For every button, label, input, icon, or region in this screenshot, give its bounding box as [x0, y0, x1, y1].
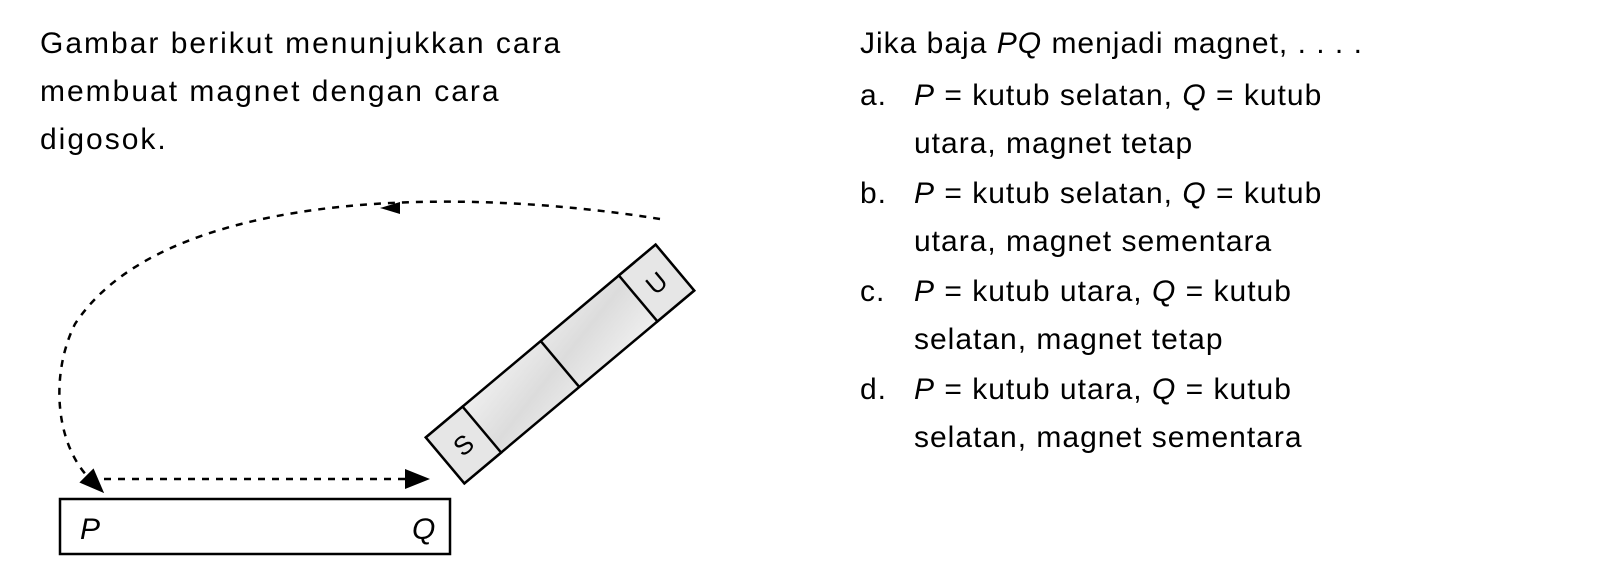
options-list: a. P = kutub selatan, Q = kutubutara, ma… — [860, 72, 1562, 462]
option-text: P = kutub selatan, Q = kutubutara, magne… — [914, 170, 1562, 266]
right-column: Jika baja PQ menjadi magnet, . . . . a. … — [860, 20, 1562, 564]
intro-text: Gambar berikut menunjukkan cara membuat … — [40, 20, 820, 164]
option-text: P = kutub selatan, Q = kutubutara, magne… — [914, 72, 1562, 168]
option-c: c. P = kutub utara, Q = kutubselatan, ma… — [860, 268, 1562, 364]
option-a: a. P = kutub selatan, Q = kutubutara, ma… — [860, 72, 1562, 168]
bar-label-q: Q — [412, 513, 435, 546]
stem-pre: Jika baja — [860, 27, 997, 60]
option-text: P = kutub utara, Q = kutubselatan, magne… — [914, 268, 1562, 364]
bar-magnet: S U — [426, 245, 694, 484]
question-container: Gambar berikut menunjukkan cara membuat … — [40, 20, 1562, 564]
steel-bar — [60, 499, 450, 554]
option-b: b. P = kutub selatan, Q = kutubutara, ma… — [860, 170, 1562, 266]
option-letter: d. — [860, 366, 914, 462]
question-stem: Jika baja PQ menjadi magnet, . . . . — [860, 20, 1562, 68]
option-letter: a. — [860, 72, 914, 168]
option-letter: b. — [860, 170, 914, 266]
magnet-diagram: S U P Q — [40, 194, 740, 564]
option-text: P = kutub utara, Q = kutubselatan, magne… — [914, 366, 1562, 462]
bar-label-p: P — [80, 513, 100, 546]
stem-var: PQ — [997, 27, 1042, 60]
intro-line-3: digosok. — [40, 123, 168, 156]
intro-line-1: Gambar berikut menunjukkan cara — [40, 27, 562, 60]
stem-post: menjadi magnet, . . . . — [1042, 27, 1363, 60]
intro-line-2: membuat magnet dengan cara — [40, 75, 501, 108]
left-column: Gambar berikut menunjukkan cara membuat … — [40, 20, 820, 564]
option-d: d. P = kutub utara, Q = kutubselatan, ma… — [860, 366, 1562, 462]
option-letter: c. — [860, 268, 914, 364]
